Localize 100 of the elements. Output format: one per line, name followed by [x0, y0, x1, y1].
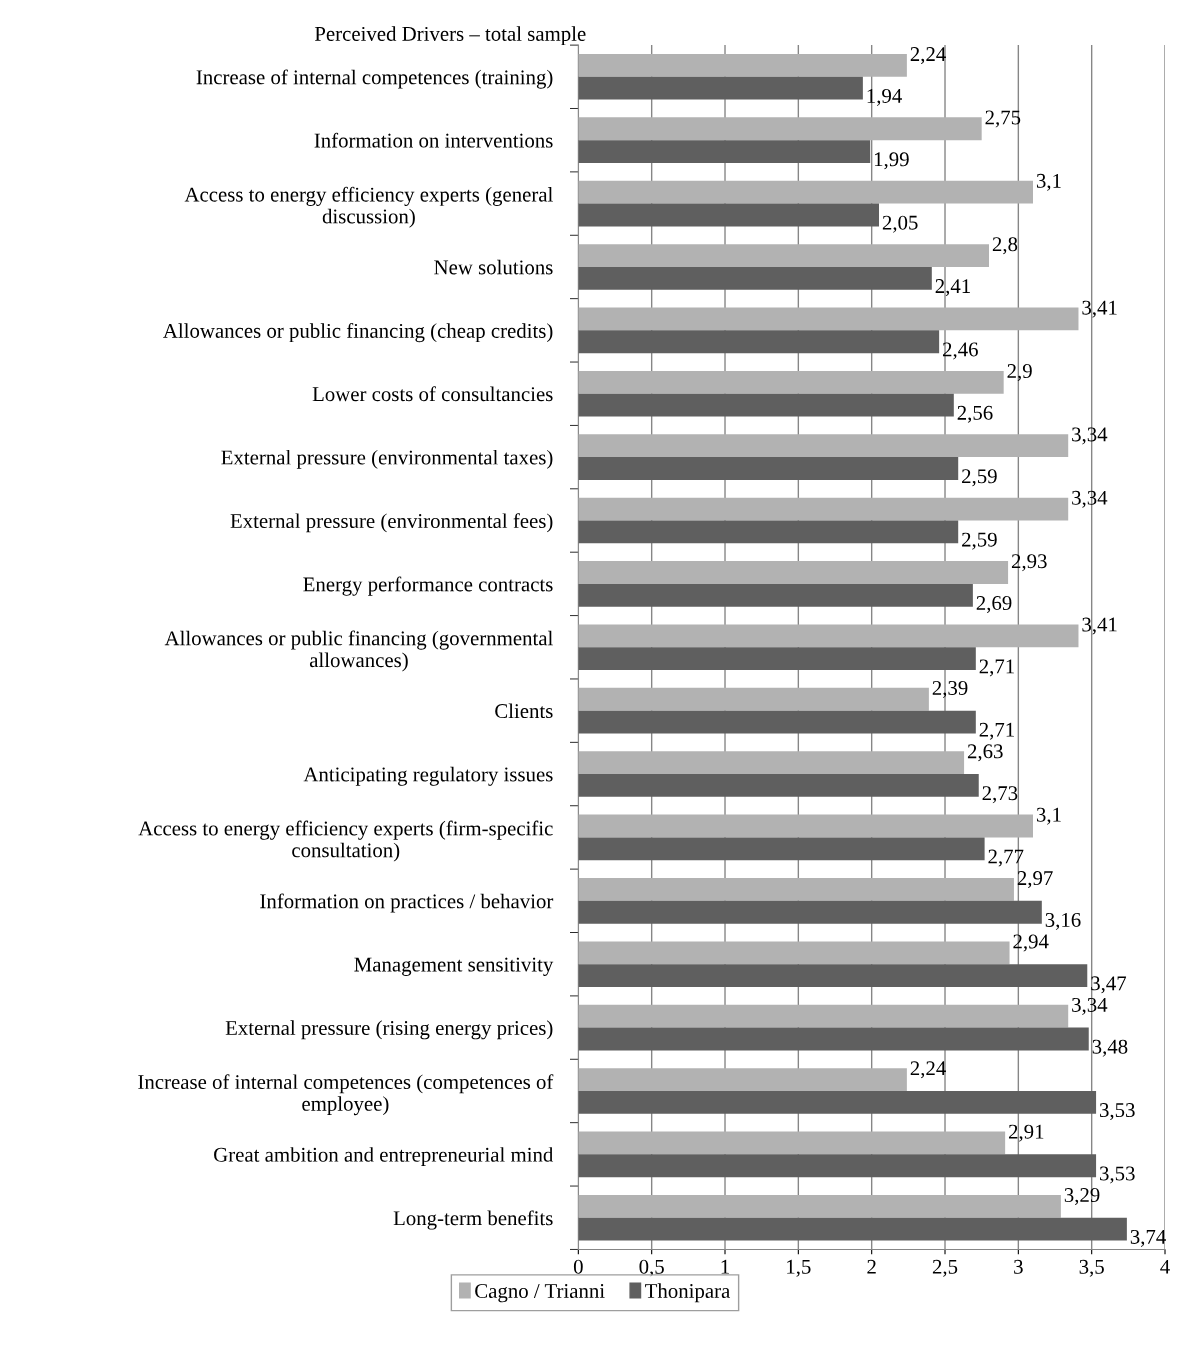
y-tick-label: External pressure (environmental fees)	[230, 513, 553, 533]
x-tick-label: 2,5	[932, 1259, 958, 1277]
bar	[578, 370, 1004, 394]
data-label: 1,99	[874, 152, 909, 170]
data-label: 2,39	[932, 680, 968, 698]
bar	[578, 203, 880, 227]
bar	[578, 180, 1034, 204]
bar	[578, 687, 929, 711]
bar	[578, 647, 976, 671]
data-label: 2,94	[1013, 934, 1049, 952]
data-label: 2,93	[1011, 554, 1047, 572]
data-label: 3,53	[1100, 1103, 1135, 1121]
data-label: 3,47	[1091, 976, 1127, 994]
data-label: 2,91	[1008, 1124, 1044, 1142]
data-label: 2,24	[910, 1061, 946, 1079]
bar	[578, 1027, 1089, 1051]
bar	[578, 140, 871, 164]
y-tick-label: Clients	[495, 703, 553, 719]
data-label: 3,34	[1072, 997, 1108, 1015]
bar	[578, 878, 1014, 901]
y-tick-label: Energy performance contracts	[303, 576, 553, 596]
data-label: 2,46	[942, 342, 978, 360]
data-label: 2,05	[882, 215, 918, 233]
bar	[578, 1154, 1097, 1178]
bar	[578, 330, 940, 354]
data-label: 3,48	[1092, 1039, 1128, 1057]
data-label: 3,74	[1130, 1229, 1166, 1247]
data-label: 2,71	[979, 722, 1014, 740]
data-label: 2,75	[985, 110, 1021, 128]
x-tick-label: 1	[721, 1259, 729, 1274]
data-label: 2,97	[1017, 871, 1053, 889]
y-tick-label: Great ambition and entrepreneurial mind	[214, 1147, 554, 1167]
y-tick-label: Allowances or public financing (governmental allowances)	[164, 630, 553, 672]
x-tick-label: 0	[573, 1259, 583, 1274]
data-label: 3,53	[1100, 1166, 1135, 1184]
bar	[578, 1217, 1127, 1241]
bar	[578, 941, 1010, 965]
y-tick-label: External pressure (rising energy prices)	[225, 1020, 553, 1040]
bar	[578, 1004, 1069, 1028]
y-tick-label: Lower costs of consultancies	[312, 386, 553, 402]
legend-label: Thonipara	[645, 1283, 731, 1303]
bar	[578, 814, 1034, 838]
x-tick-label: 3	[1014, 1259, 1023, 1274]
y-tick-label: Information on interventions	[314, 132, 553, 148]
bar	[578, 900, 1042, 924]
bar	[578, 520, 959, 544]
bar	[578, 117, 982, 141]
bar	[578, 393, 954, 417]
data-label: 2,56	[957, 405, 993, 423]
y-tick-label: Access to energy efficiency experts (firm-specific consultation)	[138, 820, 553, 862]
y-tick-label: Information on practices / behavior	[260, 893, 554, 913]
bar	[578, 561, 1009, 584]
bar	[578, 964, 1088, 988]
data-label: 2,59	[962, 532, 997, 550]
data-label: 3,29	[1064, 1188, 1100, 1206]
data-label: 2,59	[962, 469, 997, 487]
data-label: 2,63	[967, 744, 1003, 762]
bar	[578, 751, 965, 775]
bar	[578, 624, 1079, 648]
data-label: 2,71	[979, 659, 1014, 677]
bar	[578, 266, 932, 290]
data-label: 2,24	[910, 47, 946, 65]
x-tick-label: 3,5	[1079, 1259, 1104, 1277]
bar	[578, 774, 979, 797]
x-tick-label: 4	[1160, 1259, 1170, 1274]
bar	[578, 307, 1079, 331]
y-tick-label: New solutions	[434, 259, 553, 275]
y-tick-label: Management sensitivity	[354, 957, 554, 976]
data-label: 3,34	[1072, 427, 1108, 445]
bar	[578, 837, 985, 861]
bar	[578, 1090, 1097, 1114]
x-tick-label: 1,5	[787, 1259, 811, 1277]
bar	[578, 1131, 1006, 1155]
data-label: 2,9	[1007, 364, 1032, 382]
bar	[578, 244, 990, 267]
data-label: 3,16	[1045, 912, 1081, 930]
x-tick-label: 0,5	[639, 1259, 664, 1277]
data-label: 3,41	[1082, 300, 1117, 318]
chart-title: Perceived Drivers – total sample	[314, 26, 586, 46]
bar	[578, 1194, 1061, 1218]
data-label: 2,69	[976, 596, 1012, 614]
data-label: 3,1	[1036, 173, 1061, 191]
data-label: 3,1	[1036, 807, 1061, 825]
data-label: 2,77	[988, 849, 1024, 867]
data-label: 2,8	[992, 237, 1018, 255]
data-label: 2,73	[982, 786, 1018, 804]
bar	[578, 76, 863, 100]
y-tick-label: Access to energy efficiency experts (general discussion)	[184, 186, 553, 228]
bar	[578, 710, 976, 734]
data-label: 2,41	[935, 279, 970, 297]
legend-label: Cagno / Trianni	[475, 1284, 605, 1303]
bar	[578, 457, 959, 480]
x-tick-label: 2	[867, 1259, 876, 1274]
y-tick-label: Increase of internal competences (competences of employee)	[138, 1074, 554, 1116]
y-tick-label: Increase of internal competences (training)	[196, 69, 553, 89]
y-tick-label: External pressure (environmental taxes)	[221, 449, 553, 469]
y-tick-label: Anticipating regulatory issues	[303, 766, 553, 786]
data-label: 3,41	[1082, 617, 1117, 635]
bar	[578, 53, 907, 77]
bar	[578, 434, 1069, 458]
